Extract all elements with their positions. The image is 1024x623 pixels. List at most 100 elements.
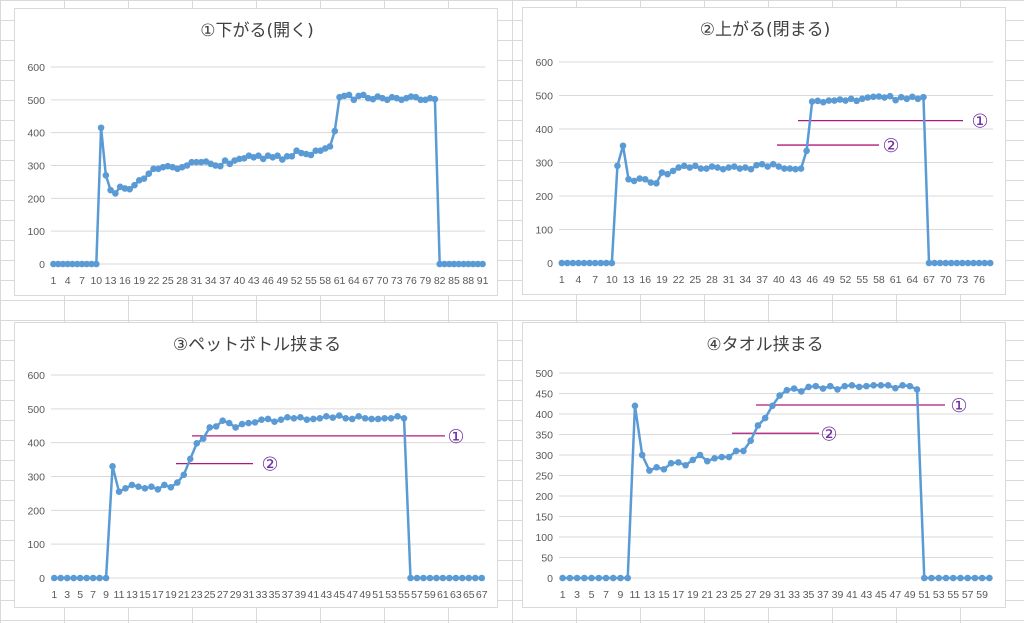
data-point (931, 259, 938, 267)
x-tick-label: 76 (405, 275, 417, 287)
x-tick-label: 43 (790, 274, 802, 286)
data-point (892, 384, 899, 392)
x-tick-label: 29 (759, 589, 771, 601)
data-point (964, 259, 972, 267)
data-point (602, 574, 610, 582)
data-point (445, 260, 453, 268)
y-tick-label: 200 (27, 505, 45, 517)
x-tick-label: 63 (450, 589, 462, 601)
data-point (899, 382, 906, 389)
data-point (697, 165, 705, 172)
data-point (226, 160, 234, 168)
data-point (109, 463, 116, 470)
x-tick-label: 37 (817, 589, 829, 601)
x-tick-label: 10 (606, 274, 618, 286)
data-point (624, 574, 632, 582)
data-point (436, 260, 443, 268)
data-point (689, 456, 697, 464)
data-point (400, 415, 408, 422)
x-tick-label: 51 (918, 589, 930, 601)
x-tick-label: 13 (105, 275, 117, 287)
y-tick-label: 300 (535, 158, 553, 170)
data-point (478, 574, 486, 582)
data-point (834, 386, 841, 393)
data-point (128, 481, 136, 489)
data-point (219, 417, 226, 424)
x-tick-label: 41 (846, 589, 858, 601)
y-tick-label: 500 (535, 91, 553, 103)
data-point (452, 574, 460, 582)
data-point (279, 156, 286, 163)
data-point (368, 415, 375, 423)
data-point (57, 574, 65, 582)
data-point (439, 574, 447, 582)
x-tick-label: 41 (307, 589, 319, 601)
data-point (148, 483, 155, 490)
data-point (886, 92, 894, 100)
data-point (981, 259, 988, 267)
data-point (975, 259, 983, 267)
data-point (417, 96, 424, 104)
x-tick-label: 25 (204, 589, 216, 601)
data-point (232, 424, 239, 431)
data-point (474, 260, 482, 268)
data-point (935, 574, 943, 582)
x-tick-label: 34 (205, 275, 217, 287)
data-point (78, 260, 86, 268)
data-point (597, 259, 605, 267)
data-point (653, 464, 660, 471)
data-point (264, 415, 272, 423)
x-tick-label: 22 (148, 275, 160, 287)
data-point (307, 151, 315, 159)
data-point (947, 259, 955, 267)
x-tick-label: 37 (282, 589, 294, 601)
data-point (660, 466, 668, 473)
data-point (658, 169, 666, 176)
data-point (199, 435, 207, 442)
x-tick-label: 35 (803, 589, 815, 601)
data-point (63, 574, 71, 582)
data-point (914, 95, 922, 103)
data-point (331, 127, 339, 135)
data-point (115, 488, 123, 496)
y-tick-label: 200 (535, 191, 553, 203)
data-point (753, 161, 760, 169)
data-point (310, 415, 317, 423)
data-point (212, 423, 220, 430)
data-point (732, 447, 740, 455)
x-tick-label: 67 (362, 275, 374, 287)
data-point (971, 574, 979, 582)
data-point (617, 574, 624, 582)
annotation-label: ① (971, 111, 988, 133)
data-point (730, 163, 738, 170)
data-point (692, 162, 699, 170)
data-point (59, 260, 67, 268)
data-point (374, 415, 382, 423)
data-point (897, 93, 905, 101)
y-tick-label: 0 (547, 573, 553, 585)
data-point (842, 97, 849, 104)
data-point (112, 190, 119, 197)
y-tick-label: 100 (27, 226, 45, 238)
x-tick-label: 1 (50, 275, 56, 287)
x-tick-label: 39 (832, 589, 844, 601)
data-point (953, 259, 961, 267)
chart-panel-4: ④タオル挟まる 0 50 100 150 200 250 300 350 400 450 500 1 3 5… (522, 322, 1006, 608)
data-point (345, 91, 353, 99)
data-point (83, 574, 90, 582)
x-tick-label: 7 (90, 589, 96, 601)
y-tick-label: 600 (27, 62, 45, 74)
data-point (812, 382, 820, 390)
x-tick-label: 43 (861, 589, 873, 601)
chart-panel-3: ③ペットボトル挟まる 0 100 200 300 400 500 600 1 3 5 7 9 11 13 15… (14, 322, 498, 608)
data-point (465, 574, 473, 582)
data-point (479, 260, 486, 268)
data-point (96, 574, 103, 582)
x-tick-label: 7 (603, 589, 609, 601)
data-point (805, 383, 812, 391)
data-point (186, 455, 194, 463)
data-point (858, 95, 866, 103)
x-tick-label: 47 (890, 589, 902, 601)
data-point (641, 175, 649, 183)
x-tick-label: 40 (773, 274, 785, 286)
